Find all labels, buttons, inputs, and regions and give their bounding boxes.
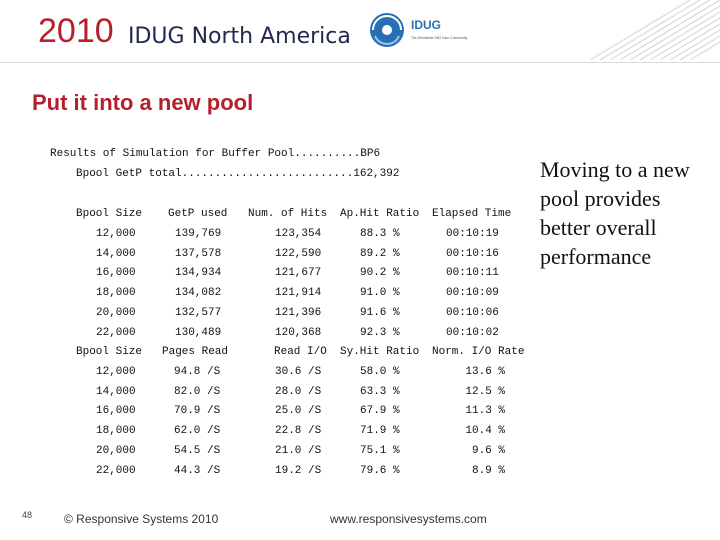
table1-header-bpool-size: Bpool Size: [76, 208, 143, 220]
table2-cell: 19.2 /S: [275, 464, 322, 477]
table1-header-getp-used: GetP used: [168, 208, 228, 220]
table2-cell: 62.0 /S: [174, 425, 221, 438]
table2-cell: 12.5 %: [465, 385, 505, 398]
table2-header-bpool-size: Bpool Size: [76, 346, 143, 358]
table2-cell: 75.1 %: [360, 444, 400, 457]
table1-cell: 14,000: [96, 247, 136, 260]
table2-cell: 94.8 /S: [174, 366, 221, 378]
table1-cell: 12,000: [96, 228, 136, 240]
header-year: 2010: [38, 12, 114, 50]
table1-cell: 00:10:09: [446, 287, 499, 300]
table2-header-norm-io-rate: Norm. I/O Rate: [432, 346, 525, 358]
table2-cell: 13.6 %: [465, 366, 505, 378]
table1-cell: 00:10:02: [446, 326, 499, 339]
table1-cell: 134,082: [175, 287, 222, 300]
table2-cell: 54.5 /S: [174, 444, 221, 457]
table1-cell: 91.6 %: [360, 306, 400, 319]
table1-header-num-hits: Num. of Hits: [248, 208, 328, 220]
table2-cell: 20,000: [96, 444, 136, 457]
table1-header-ap-hit-ratio: Ap.Hit Ratio: [340, 208, 420, 220]
table2-cell: 25.0 /S: [275, 405, 322, 418]
idug-badge-text: IDUG: [411, 18, 441, 32]
table1-cell: 00:10:11: [446, 267, 499, 280]
table1-cell: 00:10:19: [446, 228, 499, 240]
table2-header-pages-read: Pages Read: [162, 346, 229, 358]
slide-header: 2010 IDUG North America IDUG The Worldwi…: [0, 0, 720, 60]
table2-cell: 18,000: [96, 425, 136, 438]
table2-cell: 22,000: [96, 464, 136, 477]
table2-cell: 11.3 %: [465, 405, 505, 418]
table2-header-sy-hit-ratio: Sy.Hit Ratio: [340, 346, 420, 358]
table2-cell: 63.3 %: [360, 385, 400, 398]
table1-cell: 122,590: [275, 247, 322, 260]
idug-badge-subtitle: The Worldwide DB2 User Community: [411, 36, 468, 40]
table2-cell: 82.0 /S: [174, 385, 221, 398]
table2-cell: 21.0 /S: [275, 444, 322, 457]
table2-cell: 22.8 /S: [275, 425, 322, 438]
table1-cell: 121,396: [275, 306, 322, 319]
table2-cell: 10.4 %: [465, 425, 505, 438]
table2-cell: 67.9 %: [360, 405, 400, 418]
idug-logo: IDUG The Worldwide DB2 User Community: [370, 13, 468, 47]
side-note: Moving to a new pool provides better ove…: [540, 157, 690, 269]
table1-cell: 121,677: [275, 267, 322, 280]
table2-cell: 9.6 %: [471, 444, 505, 457]
table1-cell: 121,914: [275, 287, 322, 300]
table1-header-elapsed-time: Elapsed Time: [432, 208, 512, 220]
header-divider: [0, 62, 720, 63]
table1-cell: 22,000: [96, 326, 136, 339]
table2-cell: 16,000: [96, 405, 136, 418]
table2-cell: 8.9 %: [471, 464, 505, 477]
page-number: 48: [22, 510, 33, 520]
table1-cell: 00:10:16: [446, 247, 499, 260]
table1-cell: 91.0 %: [360, 287, 400, 300]
table2-cell: 70.9 /S: [174, 405, 221, 418]
table1-cell: 134,934: [175, 267, 222, 280]
table2-cell: 79.6 %: [360, 464, 400, 477]
table2-cell: 30.6 /S: [275, 366, 322, 378]
getp-total-line: Bpool GetP total........................…: [76, 168, 400, 180]
header-conference-name: IDUG North America: [128, 24, 351, 49]
table1-cell: 16,000: [96, 267, 136, 280]
table1-cell: 20,000: [96, 306, 136, 319]
table2-cell: 58.0 %: [360, 366, 400, 378]
table1-cell: 18,000: [96, 287, 136, 300]
table2-cell: 71.9 %: [360, 425, 400, 438]
table1-cell: 92.3 %: [360, 326, 400, 339]
table1-cell: 90.2 %: [360, 267, 400, 280]
table1-cell: 130,489: [175, 326, 222, 339]
table1-cell: 123,354: [275, 228, 322, 240]
table1-cell: 120,368: [275, 326, 322, 339]
decorative-stripes: [589, 0, 720, 60]
results-line: Results of Simulation for Buffer Pool...…: [50, 148, 381, 160]
slide-title: Put it into a new pool: [32, 90, 254, 115]
table2-cell: 12,000: [96, 366, 136, 378]
table1-cell: 88.3 %: [360, 228, 400, 240]
footer-copyright: © Responsive Systems 2010: [64, 512, 219, 526]
table2-cell: 44.3 /S: [174, 464, 221, 477]
table2-header-read-io: Read I/O: [274, 346, 327, 358]
table1-cell: 132,577: [175, 306, 222, 319]
table2-cell: 28.0 /S: [275, 385, 322, 398]
table1-cell: 89.2 %: [360, 247, 400, 260]
table1-cell: 137,578: [175, 247, 222, 260]
table1-cell: 00:10:06: [446, 306, 499, 319]
table1-cell: 139,769: [175, 228, 222, 240]
footer-url: www.responsivesystems.com: [330, 512, 487, 526]
table2-cell: 14,000: [96, 385, 136, 398]
